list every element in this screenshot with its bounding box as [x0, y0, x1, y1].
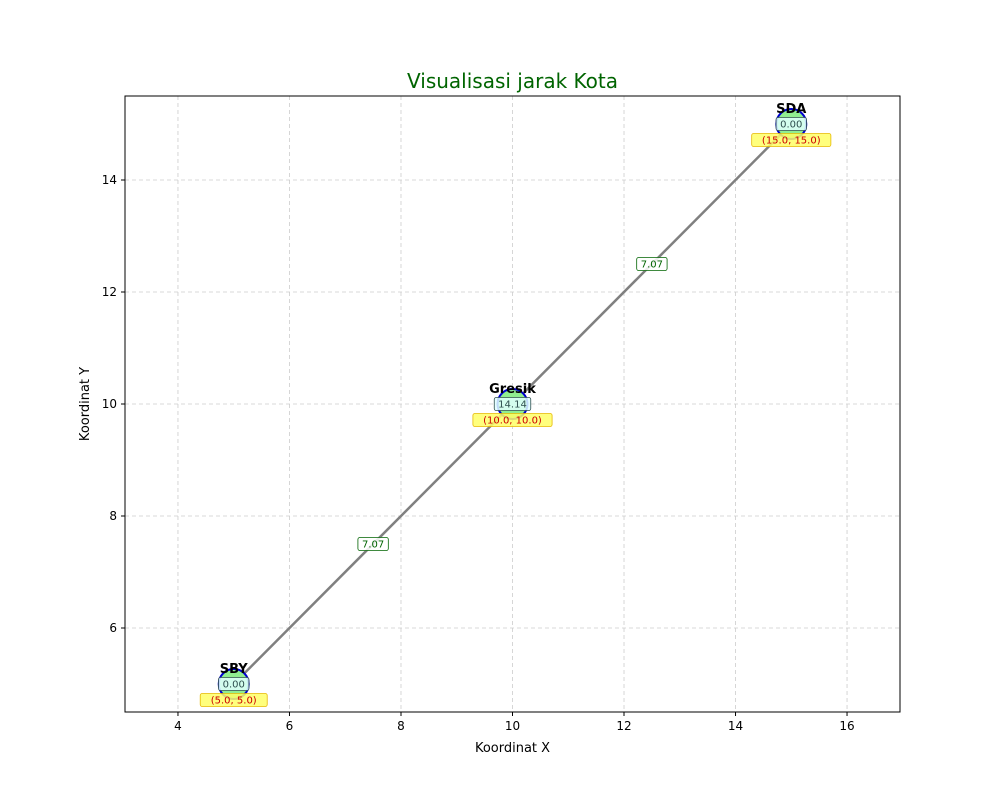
city-coord-label-box	[472, 413, 553, 427]
edge-distance-label: 7.07	[636, 257, 668, 271]
y-axis-label: Koordinat Y	[78, 367, 93, 441]
city-value-label: 0.00	[218, 677, 250, 691]
city-value-label-text: 14.14	[498, 400, 527, 411]
city-coord-label-box	[751, 133, 832, 147]
x-tick-label: 10	[505, 719, 520, 733]
y-tick-label: 12	[102, 285, 117, 299]
x-tick-label: 8	[397, 719, 405, 733]
y-tick-label: 6	[109, 621, 117, 635]
edge-distance-label-text: 7.07	[641, 260, 663, 271]
x-tick-label: 14	[728, 719, 743, 733]
city-name-label: SDA	[776, 102, 806, 117]
edge-distance-label-box	[636, 257, 668, 271]
edge-distance-label-box	[357, 537, 389, 551]
x-tick-label: 12	[616, 719, 631, 733]
y-tick-label: 8	[109, 509, 117, 523]
city-value-label: 14.14	[493, 397, 532, 411]
edge-distance-label: 7.07	[357, 537, 389, 551]
x-tick-label: 16	[839, 719, 854, 733]
city-coord-label-text: (15.0, 15.0)	[762, 136, 821, 147]
city-coord-label-box	[199, 693, 268, 707]
nodes: SBY 0.00 (5.0, 5.0) Gresik 14.14 (10.0, 10.0)…	[199, 102, 832, 707]
x-tick-label: 4	[174, 719, 182, 733]
city-value-label: 0.00	[775, 117, 807, 131]
city-coord-label-text: (5.0, 5.0)	[211, 696, 257, 707]
city-value-label-box	[493, 397, 532, 411]
city-name-label: Gresik	[489, 382, 536, 397]
city-coord-label: (10.0, 10.0)	[472, 413, 553, 427]
x-tick-label: 6	[286, 719, 294, 733]
chart-title: Visualisasi jarak Kota	[407, 69, 618, 93]
edges: 7.07 7.07	[232, 123, 793, 685]
city-value-label-text: 0.00	[223, 680, 245, 691]
city-coord-label: (5.0, 5.0)	[199, 693, 268, 707]
city-value-label-box	[775, 117, 807, 131]
city-coord-label-text: (10.0, 10.0)	[483, 416, 542, 427]
edge-distance-label-text: 7.07	[362, 540, 384, 551]
y-tick-label: 10	[102, 397, 117, 411]
city-value-label-text: 0.00	[780, 120, 802, 131]
city-value-label-box	[218, 677, 250, 691]
city-name-label: SBY	[220, 662, 249, 677]
y-tick-label: 14	[102, 173, 117, 187]
city-coord-label: (15.0, 15.0)	[751, 133, 832, 147]
x-axis: 4 6 8 10 12 14 16	[174, 712, 855, 733]
y-axis: 6 8 10 12 14	[102, 173, 125, 635]
x-axis-label: Koordinat X	[475, 741, 550, 756]
